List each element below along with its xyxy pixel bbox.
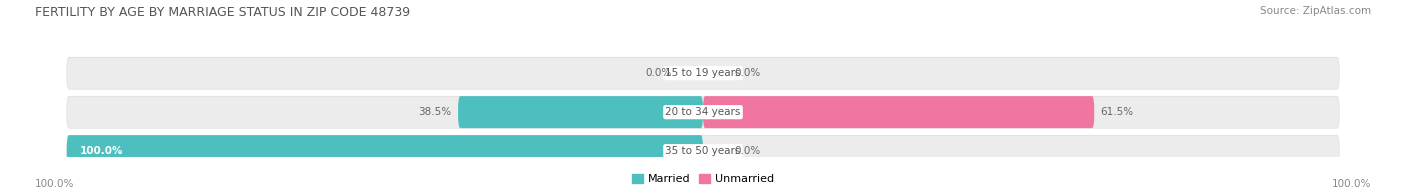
Text: 0.0%: 0.0% (735, 146, 761, 156)
Text: FERTILITY BY AGE BY MARRIAGE STATUS IN ZIP CODE 48739: FERTILITY BY AGE BY MARRIAGE STATUS IN Z… (35, 6, 411, 19)
FancyBboxPatch shape (703, 96, 1094, 128)
Text: 100.0%: 100.0% (80, 146, 124, 156)
Text: Source: ZipAtlas.com: Source: ZipAtlas.com (1260, 6, 1371, 16)
FancyBboxPatch shape (67, 135, 703, 167)
Text: 100.0%: 100.0% (35, 179, 75, 189)
FancyBboxPatch shape (67, 57, 1339, 89)
Legend: Married, Unmarried: Married, Unmarried (627, 169, 779, 189)
Text: 15 to 19 years: 15 to 19 years (665, 68, 741, 78)
FancyBboxPatch shape (458, 96, 703, 128)
Text: 20 to 34 years: 20 to 34 years (665, 107, 741, 117)
FancyBboxPatch shape (67, 96, 1339, 128)
FancyBboxPatch shape (67, 135, 1339, 167)
Text: 35 to 50 years: 35 to 50 years (665, 146, 741, 156)
Text: 0.0%: 0.0% (735, 68, 761, 78)
Text: 0.0%: 0.0% (645, 68, 671, 78)
Text: 38.5%: 38.5% (419, 107, 451, 117)
Text: 100.0%: 100.0% (1331, 179, 1371, 189)
Text: 61.5%: 61.5% (1101, 107, 1133, 117)
